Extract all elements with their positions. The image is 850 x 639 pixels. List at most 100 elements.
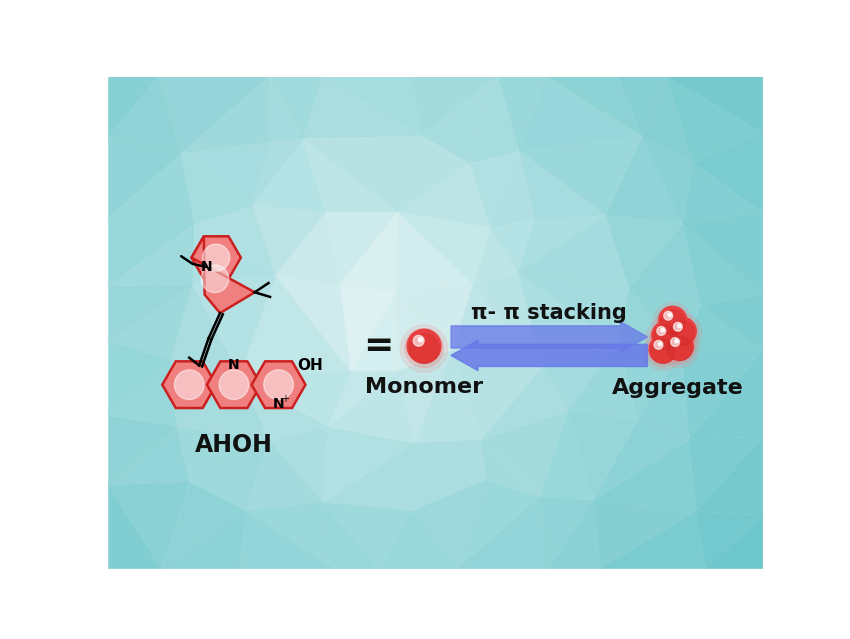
Polygon shape <box>195 206 275 275</box>
Polygon shape <box>326 212 398 284</box>
Circle shape <box>652 321 679 350</box>
Polygon shape <box>542 344 616 410</box>
Polygon shape <box>549 500 599 569</box>
Polygon shape <box>682 350 762 440</box>
Polygon shape <box>252 361 305 408</box>
Polygon shape <box>696 436 762 516</box>
Circle shape <box>664 332 695 364</box>
Circle shape <box>663 314 702 353</box>
Text: OH: OH <box>297 358 323 373</box>
Circle shape <box>264 370 293 399</box>
Circle shape <box>413 335 424 346</box>
Polygon shape <box>193 275 275 376</box>
Polygon shape <box>303 136 422 212</box>
Polygon shape <box>323 443 414 511</box>
Text: N: N <box>273 397 285 411</box>
Polygon shape <box>683 223 762 305</box>
Polygon shape <box>411 443 486 511</box>
Polygon shape <box>599 511 706 569</box>
Text: N: N <box>201 260 212 274</box>
Circle shape <box>677 325 681 328</box>
Polygon shape <box>181 77 270 154</box>
Circle shape <box>666 317 698 349</box>
Polygon shape <box>518 272 616 367</box>
Polygon shape <box>593 500 696 569</box>
Polygon shape <box>469 151 519 227</box>
Circle shape <box>673 322 683 331</box>
Polygon shape <box>693 133 762 212</box>
Polygon shape <box>240 275 350 376</box>
Polygon shape <box>275 275 350 371</box>
Polygon shape <box>339 284 395 371</box>
Polygon shape <box>411 479 486 569</box>
Circle shape <box>646 318 685 357</box>
Polygon shape <box>181 154 252 224</box>
Polygon shape <box>518 215 605 272</box>
Polygon shape <box>252 206 326 275</box>
Polygon shape <box>191 236 241 279</box>
Polygon shape <box>269 77 303 142</box>
Polygon shape <box>642 77 693 163</box>
Polygon shape <box>605 137 683 223</box>
Polygon shape <box>398 136 469 212</box>
Circle shape <box>654 325 678 350</box>
Polygon shape <box>617 77 667 137</box>
Circle shape <box>400 325 448 373</box>
FancyArrow shape <box>451 321 648 352</box>
Circle shape <box>671 337 679 346</box>
Polygon shape <box>481 440 541 497</box>
Text: =: = <box>363 329 393 363</box>
Polygon shape <box>109 485 161 569</box>
Circle shape <box>657 306 689 337</box>
Polygon shape <box>700 295 762 350</box>
Circle shape <box>202 244 230 271</box>
Polygon shape <box>569 410 638 500</box>
Circle shape <box>661 328 665 332</box>
Polygon shape <box>629 223 700 305</box>
Circle shape <box>667 336 692 361</box>
Polygon shape <box>350 293 398 371</box>
Circle shape <box>668 313 672 316</box>
Polygon shape <box>498 77 547 151</box>
Polygon shape <box>395 284 473 350</box>
Polygon shape <box>181 142 270 206</box>
Polygon shape <box>177 426 269 482</box>
Polygon shape <box>616 288 682 351</box>
Polygon shape <box>323 77 422 136</box>
Polygon shape <box>683 163 762 223</box>
Polygon shape <box>109 154 195 224</box>
Circle shape <box>407 329 441 363</box>
Polygon shape <box>398 212 490 284</box>
Circle shape <box>660 329 699 368</box>
Circle shape <box>664 311 672 320</box>
Polygon shape <box>683 212 762 295</box>
Polygon shape <box>696 511 762 569</box>
Circle shape <box>668 318 696 345</box>
Polygon shape <box>667 77 762 163</box>
Text: Aggregate: Aggregate <box>612 378 744 397</box>
Text: N: N <box>228 358 240 373</box>
Circle shape <box>666 333 694 360</box>
Circle shape <box>174 370 204 399</box>
Circle shape <box>649 335 677 363</box>
Polygon shape <box>328 371 414 443</box>
Polygon shape <box>688 350 762 440</box>
Polygon shape <box>593 440 696 511</box>
Polygon shape <box>481 410 569 497</box>
Polygon shape <box>642 137 693 223</box>
Polygon shape <box>323 502 411 569</box>
Polygon shape <box>541 497 593 569</box>
Circle shape <box>649 321 682 353</box>
Polygon shape <box>519 77 642 151</box>
Polygon shape <box>638 351 688 440</box>
Text: Monomer: Monomer <box>365 377 483 397</box>
Polygon shape <box>161 482 246 569</box>
Polygon shape <box>109 426 190 485</box>
Polygon shape <box>303 139 398 212</box>
Polygon shape <box>398 350 452 443</box>
Polygon shape <box>109 284 193 341</box>
Text: AHOH: AHOH <box>195 433 273 457</box>
Polygon shape <box>240 376 328 440</box>
Circle shape <box>654 341 663 350</box>
Circle shape <box>643 332 683 371</box>
